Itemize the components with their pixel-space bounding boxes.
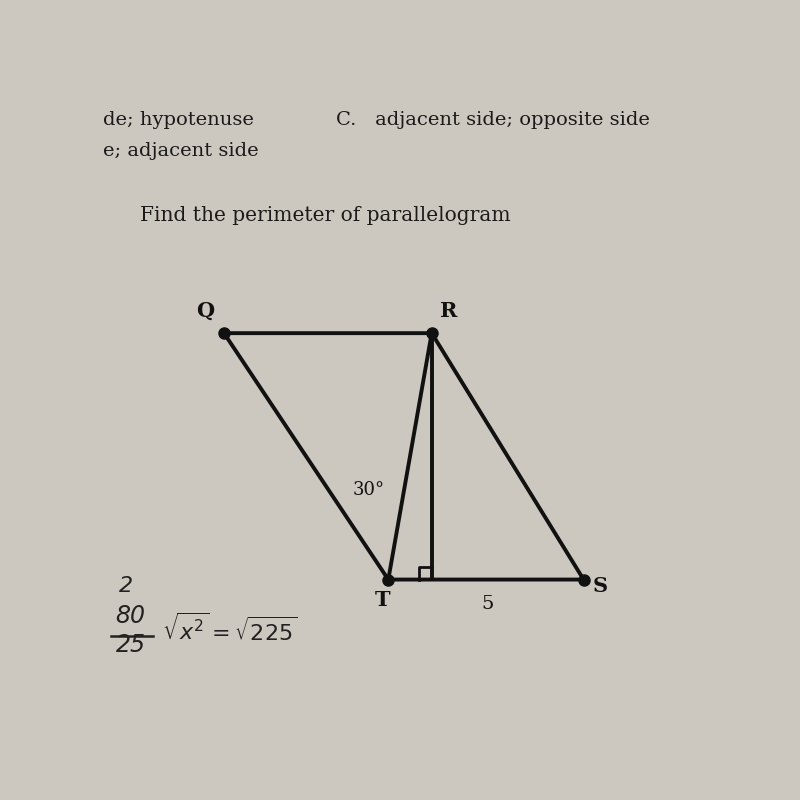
Text: C.   adjacent side; opposite side: C. adjacent side; opposite side bbox=[336, 111, 650, 130]
Text: Q: Q bbox=[197, 301, 214, 321]
Text: T: T bbox=[374, 590, 390, 610]
Text: 2: 2 bbox=[118, 576, 133, 596]
Text: 5: 5 bbox=[482, 595, 494, 613]
Text: $\sqrt{x^2}=\sqrt{225}$: $\sqrt{x^2}=\sqrt{225}$ bbox=[162, 613, 297, 645]
Text: 25: 25 bbox=[115, 633, 146, 657]
Text: de; hypotenuse: de; hypotenuse bbox=[103, 111, 254, 130]
Text: Find the perimeter of parallelogram: Find the perimeter of parallelogram bbox=[140, 206, 518, 226]
Text: 30°: 30° bbox=[353, 482, 386, 499]
Text: 80: 80 bbox=[115, 604, 146, 628]
Text: S: S bbox=[593, 576, 608, 596]
Text: R: R bbox=[440, 301, 457, 321]
Text: e; adjacent side: e; adjacent side bbox=[103, 142, 258, 160]
